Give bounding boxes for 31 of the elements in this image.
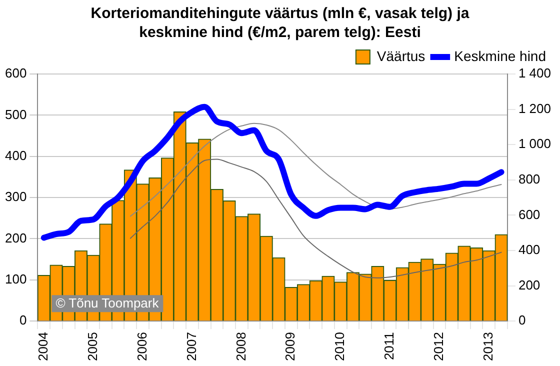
x-tick-label: 2011 <box>382 332 397 360</box>
y-tick-label: 500 <box>4 106 27 122</box>
y-tick-label: 0 <box>19 312 27 328</box>
x-tick-label: 2013 <box>480 332 496 361</box>
y-tick-label: 300 <box>4 189 27 204</box>
x-tick-label: 2007 <box>184 332 199 361</box>
x-tick-label: 2005 <box>84 332 100 361</box>
y2-tick-label: 600 <box>518 206 540 222</box>
x-tick-label: 2012 <box>431 332 446 361</box>
line-series <box>130 158 502 278</box>
y2-tick-label: 800 <box>518 171 540 186</box>
chart-title: Korteriomanditehingute väärtus (mln €, vasak telg) ja keskmine hind (€/m2, parem telg): Eesti <box>90 4 470 42</box>
x-tick-label: 2006 <box>134 332 150 361</box>
x-tick-label: 2009 <box>282 332 298 361</box>
y2-tick-label: 1 400 <box>518 66 552 81</box>
y2-tick-label: 0 <box>518 312 526 328</box>
x-tick-label: 2010 <box>332 332 348 361</box>
y-tick-label: 600 <box>4 66 27 81</box>
line-series <box>130 122 502 217</box>
legend-label: Väärtus <box>376 48 426 64</box>
legend-label: Keskmine hind <box>454 48 546 64</box>
x-tick-label: 2008 <box>233 332 248 361</box>
y2-tick-label: 200 <box>518 277 540 292</box>
y-tick-label: 100 <box>4 271 27 286</box>
y2-tick-label: 1 200 <box>518 100 552 116</box>
y2-tick-label: 1 000 <box>518 136 552 152</box>
y2-tick-label: 400 <box>518 242 540 258</box>
y-tick-label: 200 <box>4 230 27 246</box>
x-tick-label: 2004 <box>35 332 50 361</box>
y-tick-label: 400 <box>4 148 27 163</box>
annotation: © Tõnu Toompark <box>56 296 160 311</box>
